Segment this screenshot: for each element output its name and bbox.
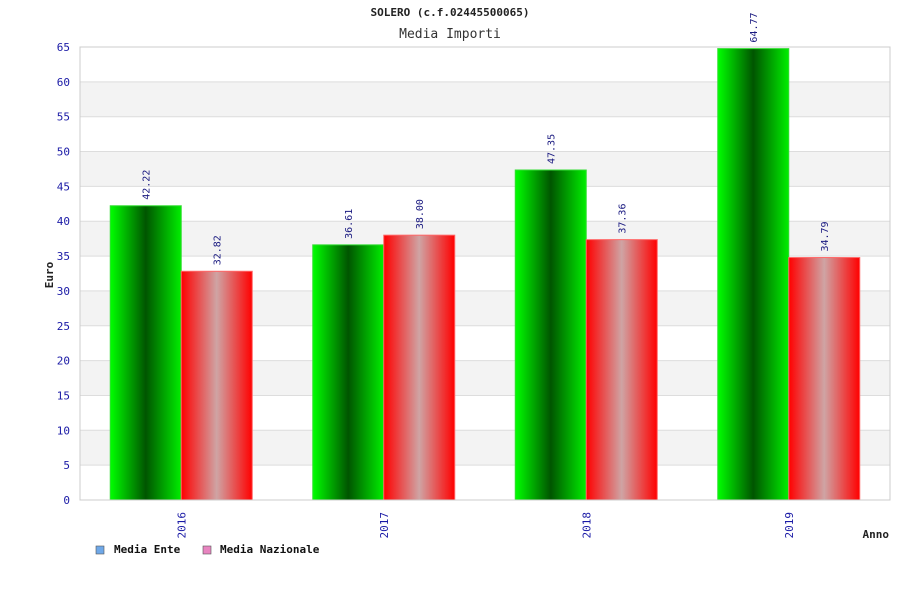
data-label: 47.35 bbox=[547, 134, 558, 164]
legend-swatch-media-ente bbox=[95, 545, 105, 555]
x-tick-label: 2017 bbox=[378, 512, 391, 539]
y-tick-label: 40 bbox=[57, 215, 70, 228]
bar-media-nazionale-2016 bbox=[180, 270, 253, 501]
chart-subtitle: Media Importi bbox=[399, 27, 501, 42]
y-axis-label: Euro bbox=[43, 261, 56, 288]
bar-media-ente-2019 bbox=[717, 48, 790, 501]
data-label: 32.82 bbox=[213, 235, 224, 265]
bar-media-ente-2016 bbox=[109, 205, 182, 501]
data-label: 38.00 bbox=[415, 199, 426, 229]
y-tick-label: 45 bbox=[57, 180, 70, 193]
y-tick-label: 10 bbox=[57, 424, 70, 437]
x-tick-label: 2016 bbox=[175, 512, 188, 539]
x-axis-label: Anno bbox=[863, 528, 890, 541]
data-label: 64.77 bbox=[749, 12, 760, 42]
x-tick-label: 2019 bbox=[783, 512, 796, 539]
y-tick-label: 5 bbox=[63, 459, 70, 472]
data-label: 34.79 bbox=[820, 221, 831, 251]
plot-frame bbox=[79, 46, 891, 501]
y-tick-label: 20 bbox=[57, 355, 70, 368]
data-label: 37.36 bbox=[618, 204, 629, 234]
bar-media-nazionale-2019 bbox=[788, 257, 861, 501]
x-tick-label: 2018 bbox=[580, 512, 593, 539]
y-tick-label: 15 bbox=[57, 389, 70, 402]
y-tick-label: 55 bbox=[57, 111, 70, 124]
bar-media-nazionale-2017 bbox=[383, 234, 456, 501]
y-tick-label: 0 bbox=[63, 494, 70, 507]
data-label: 36.61 bbox=[344, 209, 355, 239]
label-layer: 42.22 32.82 36.61 38.00 47.35 37.36 64.77 34.79 bbox=[142, 12, 832, 265]
y-tick-label: 30 bbox=[57, 285, 70, 298]
legend: Media Ente Media Nazionale bbox=[95, 543, 320, 556]
y-tick-label: 25 bbox=[57, 320, 70, 333]
bar-media-ente-2018 bbox=[514, 169, 587, 501]
legend-label-media-nazionale: Media Nazionale bbox=[220, 543, 320, 556]
axis-layer: 0 5 10 15 20 25 30 35 40 45 50 55 60 65 2016 2017 2018 20… bbox=[57, 41, 891, 539]
legend-swatch-media-nazionale bbox=[202, 545, 212, 555]
y-tick-label: 65 bbox=[57, 41, 70, 54]
y-tick-label: 60 bbox=[57, 76, 70, 89]
bar-media-nazionale-2018 bbox=[585, 239, 658, 501]
bar-media-ente-2017 bbox=[312, 244, 385, 501]
y-tick-label: 35 bbox=[57, 250, 70, 263]
chart-title: SOLERO (c.f.02445500065) bbox=[371, 6, 530, 19]
data-label: 42.22 bbox=[142, 170, 153, 200]
y-tick-label: 50 bbox=[57, 146, 70, 159]
legend-label-media-ente: Media Ente bbox=[114, 543, 181, 556]
